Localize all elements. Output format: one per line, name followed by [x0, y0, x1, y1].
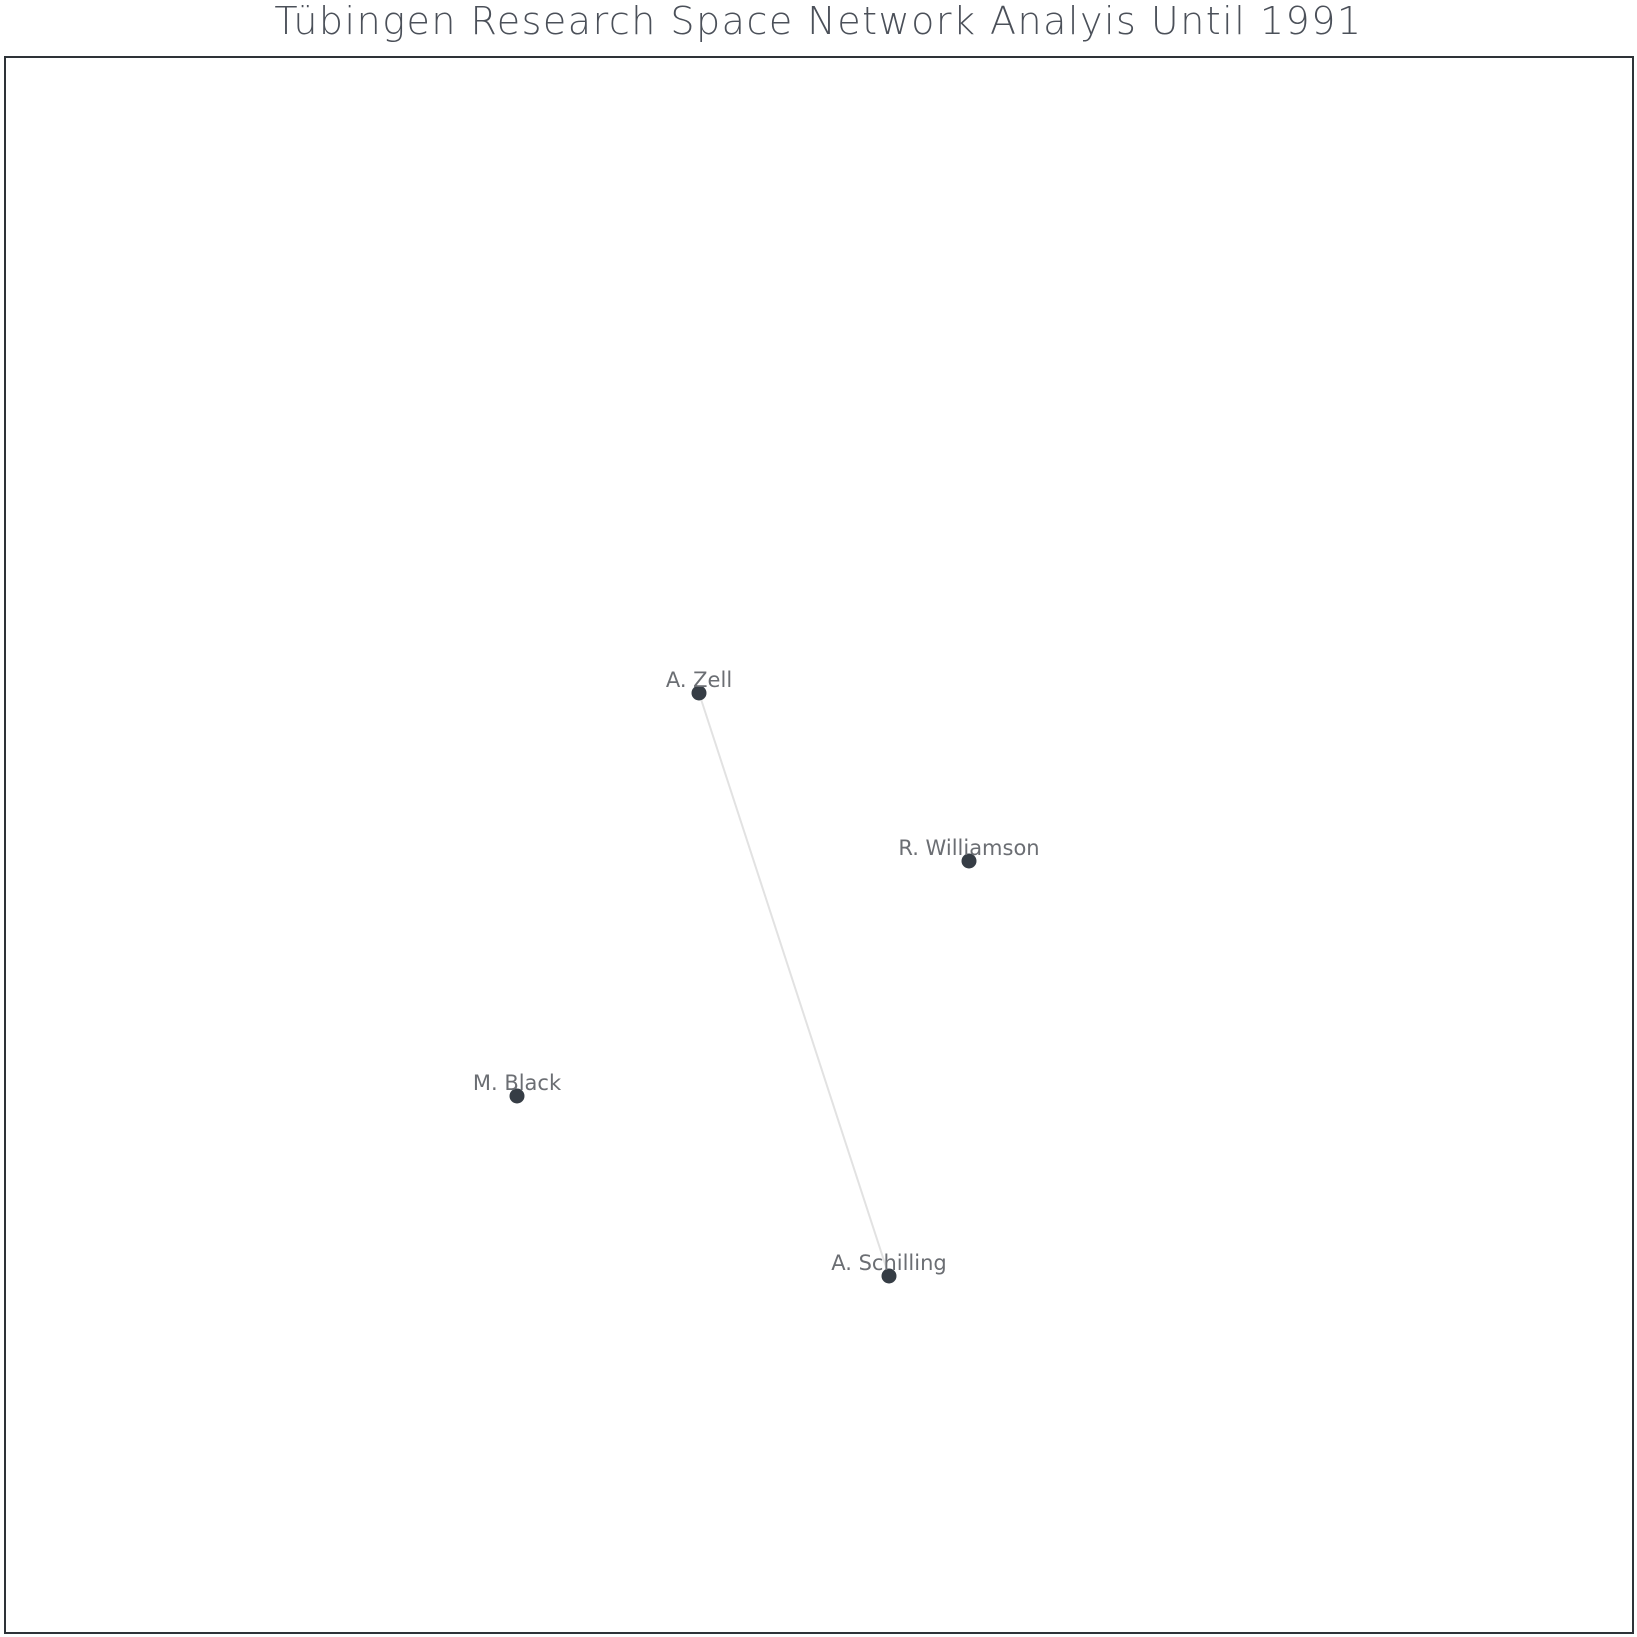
network-node-schilling[interactable]	[881, 1268, 897, 1284]
network-node-zell[interactable]	[691, 685, 707, 701]
node-label-williamson: R. Williamson	[898, 836, 1039, 860]
plot-border	[4, 56, 1634, 1634]
labels-layer: A. Zell R. Williamson M. Black A. Schilling	[473, 668, 1040, 1275]
network-node-williamson[interactable]	[961, 853, 977, 869]
network-node-black[interactable]	[509, 1088, 525, 1104]
node-label-schilling: A. Schilling	[831, 1251, 947, 1275]
network-edge-zell-schilling	[698, 692, 890, 1277]
chart-title: Tübingen Research Space Network Analyis …	[274, 0, 1363, 43]
node-label-black: M. Black	[473, 1071, 562, 1095]
nodes-layer	[509, 685, 977, 1284]
node-label-zell: A. Zell	[666, 668, 732, 692]
edges-layer	[698, 692, 890, 1277]
